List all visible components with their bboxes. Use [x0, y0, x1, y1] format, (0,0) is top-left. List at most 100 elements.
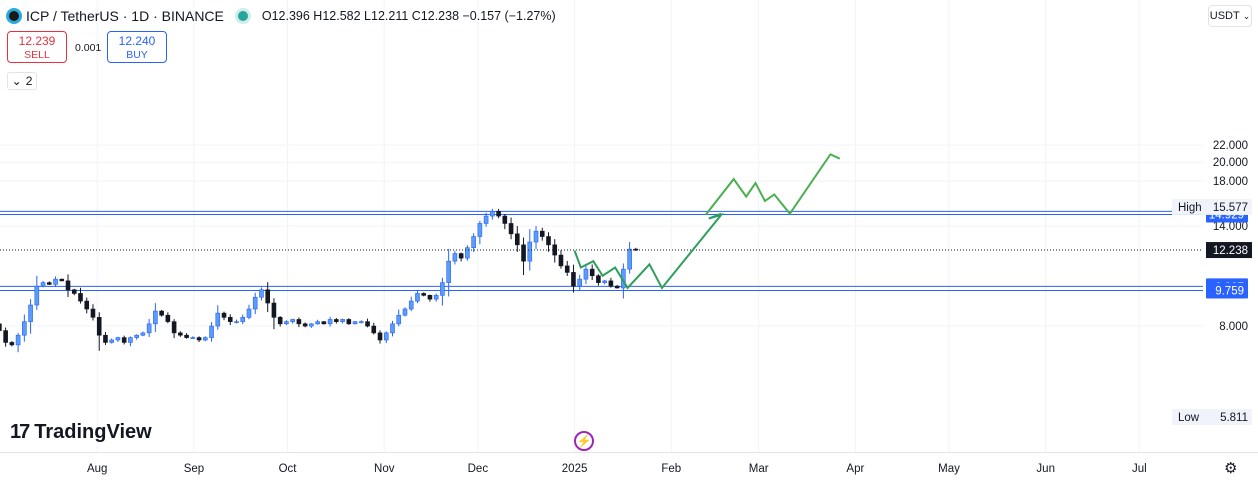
x-tick-label: Dec [468, 463, 489, 475]
candle-body [115, 337, 121, 341]
x-tick-label: Jun [1036, 463, 1055, 475]
candle-body [440, 282, 445, 296]
candle-body [546, 236, 551, 246]
y-tick-label: 18.000 [1213, 176, 1248, 188]
candle-body [346, 319, 352, 325]
candle-body [446, 260, 451, 283]
indicators-toggle[interactable]: ⌄ 2 [7, 72, 37, 90]
candle-body [209, 325, 214, 338]
tradingview-watermark[interactable]: 17 TradingView [10, 421, 152, 444]
candle-body [483, 215, 489, 224]
candle-body [90, 308, 96, 318]
candle-body [577, 278, 583, 287]
candle-body [252, 296, 258, 310]
candle-body [564, 265, 570, 273]
candle-body [571, 272, 576, 287]
candle-body [321, 321, 327, 325]
candle-body [234, 321, 239, 323]
candle-body [421, 293, 427, 296]
candle-body [527, 241, 533, 262]
sell-label: SELL [24, 49, 50, 61]
candle-body [221, 312, 227, 318]
candle-body [277, 317, 283, 325]
chevron-down-icon: ⌄ [1242, 10, 1251, 21]
currency-select[interactable]: USDT ⌄ [1208, 5, 1252, 27]
candle-body [433, 295, 439, 300]
watermark-text: TradingView [34, 421, 152, 443]
candle-body [265, 289, 271, 304]
symbol-title[interactable]: ICP / TetherUS · 1D · BINANCE [26, 8, 224, 24]
candle-body [365, 321, 370, 327]
candle-body [340, 319, 345, 322]
buy-label: BUY [126, 49, 148, 61]
candle-body [28, 304, 33, 322]
x-tick-label: Feb [661, 463, 681, 475]
currency-label: USDT [1209, 10, 1240, 22]
candle-body [190, 337, 196, 339]
last-price-tag [1206, 242, 1252, 259]
candle-body [496, 210, 501, 217]
candle-body [521, 244, 526, 262]
candle-body [109, 339, 114, 343]
candle-body [203, 337, 208, 341]
candle-body [471, 236, 476, 248]
candle-body [383, 332, 389, 341]
candle-body [327, 319, 333, 325]
icp-logo-icon [6, 8, 22, 24]
spread-value: 0.001 [75, 42, 102, 54]
candle-body [153, 310, 158, 325]
candle-body [608, 280, 614, 287]
y-tick-label: 22.000 [1213, 140, 1248, 152]
candle-body [558, 254, 564, 267]
symbol-header[interactable]: ICP / TetherUS · 1D · BINANCE O12.396 H1… [6, 6, 556, 26]
candle-body [490, 210, 495, 217]
indicators-count: 2 [25, 74, 33, 88]
candle-body [296, 319, 302, 325]
candle-body [246, 308, 252, 318]
high-value: 15.577 [1213, 202, 1248, 214]
projection-path-primary [573, 212, 725, 290]
candle-body [240, 317, 246, 322]
candle-body [627, 248, 632, 270]
sell-button[interactable]: 12.239 SELL [7, 31, 67, 63]
y-tick-label: 8.000 [1219, 321, 1248, 333]
candle-body [427, 295, 433, 300]
x-tick-label: Oct [279, 463, 298, 475]
candle-body [40, 282, 46, 287]
market-status-icon [237, 11, 248, 21]
candle-body [78, 293, 83, 302]
candle-body [415, 293, 420, 302]
candle-body [614, 285, 620, 289]
candle-body [458, 253, 464, 259]
x-tick-label: Sep [184, 463, 204, 475]
x-tick-label: Mar [749, 463, 769, 475]
candle-body [22, 321, 27, 336]
candle-body [539, 230, 545, 237]
x-tick-label: May [938, 463, 960, 475]
gear-icon[interactable]: ⚙ [1224, 460, 1238, 477]
candle-body [402, 308, 408, 316]
sell-price: 12.239 [18, 34, 56, 48]
x-tick-label: 2025 [562, 463, 588, 475]
buy-button[interactable]: 12.240 BUY [107, 31, 167, 63]
lightning-icon[interactable]: ⚡ [574, 431, 594, 451]
candle-body [284, 321, 289, 325]
candle-body [552, 244, 558, 256]
candle-body [334, 319, 339, 322]
candle-body [259, 289, 264, 298]
candle-body [396, 314, 402, 325]
candle-body [15, 334, 21, 346]
low-label: Low [1178, 412, 1200, 424]
x-tick-label: Apr [846, 463, 864, 475]
candle-body [271, 302, 277, 318]
candle-body [390, 323, 395, 334]
candle-body [159, 310, 164, 316]
candle-body [196, 337, 202, 341]
candle-body [315, 321, 320, 325]
candle-body [121, 337, 127, 343]
candle-body [583, 268, 589, 280]
candle-body [408, 300, 414, 310]
candle-body [146, 323, 152, 334]
candle-body [502, 215, 508, 224]
